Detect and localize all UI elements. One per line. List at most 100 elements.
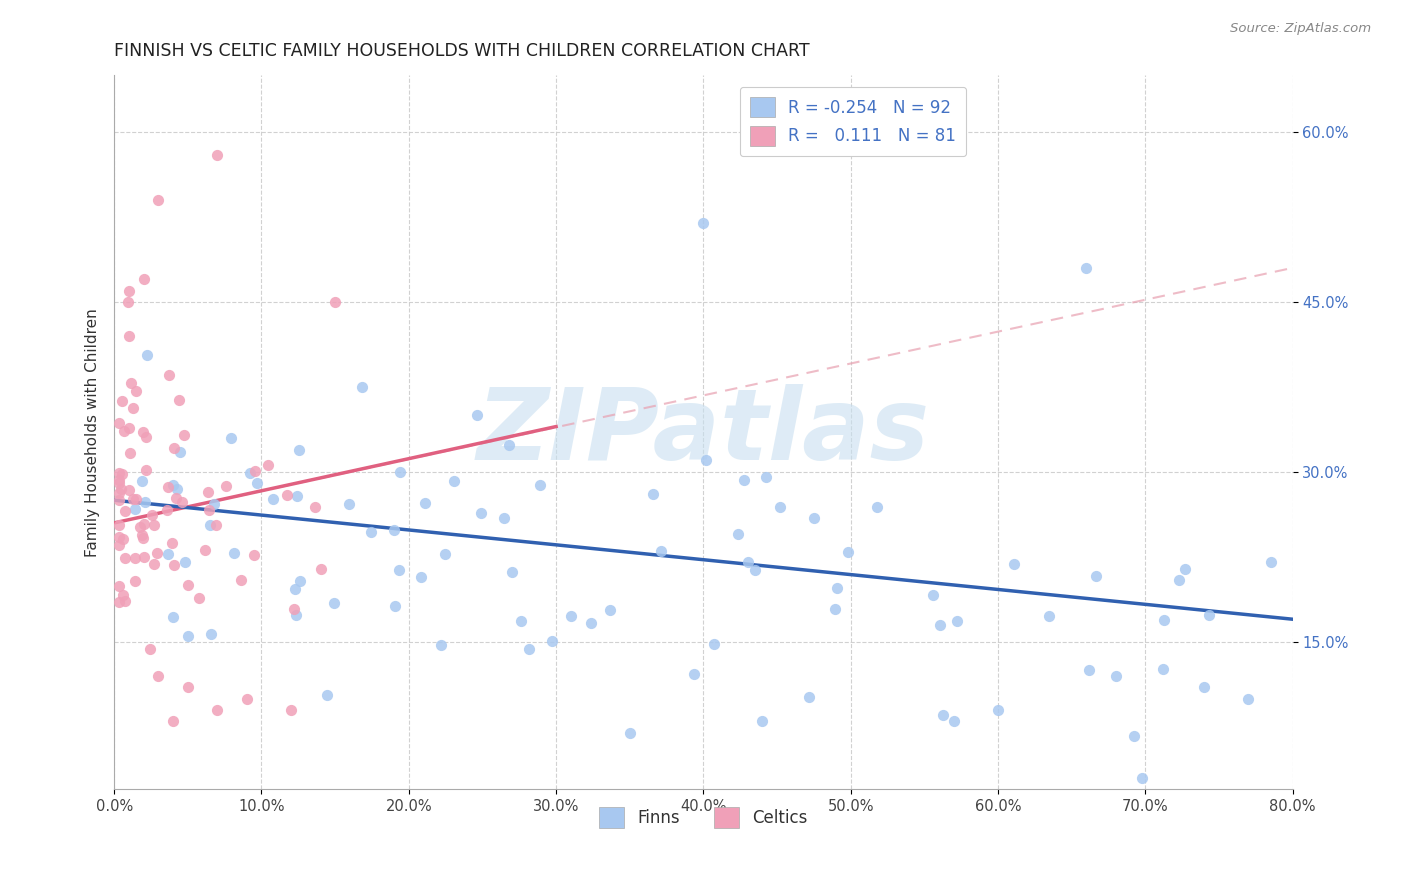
Point	[683, 667, 706, 681]
Point	[987, 703, 1010, 717]
Point	[132, 549, 155, 564]
Point	[599, 603, 621, 617]
Point	[824, 602, 846, 616]
Point	[202, 497, 225, 511]
Point	[288, 442, 311, 457]
Point	[122, 492, 145, 507]
Point	[118, 483, 141, 498]
Point	[280, 703, 302, 717]
Point	[112, 588, 135, 602]
Point	[337, 497, 360, 511]
Point	[148, 669, 170, 683]
Point	[1038, 608, 1060, 623]
Point	[1078, 664, 1101, 678]
Point	[641, 487, 664, 501]
Point	[156, 502, 179, 516]
Point	[1237, 691, 1260, 706]
Point	[443, 474, 465, 488]
Point	[316, 688, 339, 702]
Point	[198, 503, 221, 517]
Point	[177, 680, 200, 694]
Point	[285, 608, 308, 623]
Point	[510, 614, 533, 628]
Point	[222, 545, 245, 559]
Text: FINNISH VS CELTIC FAMILY HOUSEHOLDS WITH CHILDREN CORRELATION CHART: FINNISH VS CELTIC FAMILY HOUSEHOLDS WITH…	[114, 42, 810, 60]
Point	[221, 431, 243, 445]
Point	[865, 500, 887, 515]
Point	[650, 543, 672, 558]
Point	[107, 466, 129, 480]
Point	[256, 458, 278, 473]
Point	[433, 547, 456, 561]
Point	[173, 428, 195, 442]
Point	[415, 495, 437, 509]
Point	[162, 558, 184, 572]
Point	[111, 532, 134, 546]
Point	[803, 511, 825, 525]
Point	[114, 503, 136, 517]
Point	[942, 714, 965, 729]
Point	[262, 492, 284, 507]
Point	[107, 530, 129, 544]
Point	[118, 284, 141, 298]
Point	[388, 563, 411, 577]
Point	[465, 408, 488, 422]
Point	[139, 642, 162, 657]
Point	[744, 563, 766, 577]
Point	[131, 528, 153, 542]
Point	[1167, 573, 1189, 587]
Point	[124, 574, 146, 589]
Point	[107, 518, 129, 533]
Point	[207, 703, 229, 717]
Point	[243, 464, 266, 478]
Point	[304, 500, 326, 514]
Point	[121, 401, 143, 415]
Point	[755, 469, 778, 483]
Point	[1198, 607, 1220, 622]
Point	[124, 501, 146, 516]
Point	[560, 609, 582, 624]
Point	[1174, 561, 1197, 575]
Point	[108, 595, 131, 609]
Point	[695, 453, 717, 467]
Point	[1085, 568, 1108, 582]
Point	[167, 393, 190, 408]
Point	[170, 494, 193, 508]
Point	[797, 690, 820, 704]
Point	[118, 446, 141, 460]
Point	[389, 465, 412, 479]
Point	[283, 602, 305, 616]
Point	[200, 518, 222, 533]
Point	[120, 376, 142, 390]
Point	[107, 475, 129, 490]
Point	[143, 517, 166, 532]
Point	[288, 574, 311, 589]
Point	[162, 714, 184, 729]
Point	[529, 478, 551, 492]
Point	[236, 691, 259, 706]
Point	[837, 545, 859, 559]
Point	[727, 527, 749, 541]
Point	[1153, 613, 1175, 627]
Point	[360, 524, 382, 539]
Point	[157, 480, 180, 494]
Point	[200, 627, 222, 641]
Text: Source: ZipAtlas.com: Source: ZipAtlas.com	[1230, 22, 1371, 36]
Point	[276, 488, 298, 502]
Point	[501, 565, 523, 579]
Y-axis label: Family Households with Children: Family Households with Children	[86, 308, 100, 557]
Point	[165, 491, 187, 505]
Point	[111, 467, 134, 482]
Point	[135, 430, 157, 444]
Point	[204, 517, 226, 532]
Point	[245, 476, 267, 491]
Point	[132, 425, 155, 440]
Point	[231, 573, 253, 587]
Point	[945, 614, 967, 628]
Point	[141, 508, 163, 523]
Point	[541, 634, 564, 648]
Point	[1192, 680, 1215, 694]
Point	[156, 547, 179, 561]
Point	[160, 536, 183, 550]
Text: ZIPatlas: ZIPatlas	[477, 384, 929, 481]
